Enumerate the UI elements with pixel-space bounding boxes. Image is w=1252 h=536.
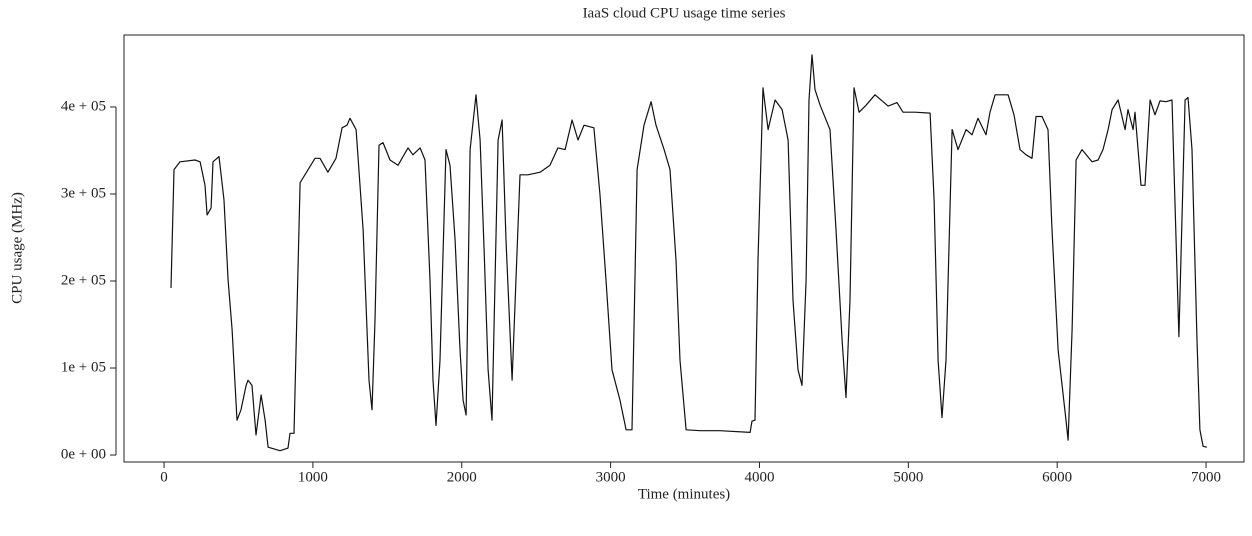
x-tick-label: 2000 [447, 469, 477, 485]
y-tick-label: 0e + 00 [61, 446, 106, 462]
y-tick-label: 4e + 05 [61, 98, 106, 114]
x-axis-label: Time (minutes) [638, 486, 730, 502]
y-axis-label: CPU usage (MHz) [9, 192, 25, 304]
x-tick-label: 5000 [893, 469, 923, 485]
y-tick-label: 1e + 05 [61, 359, 106, 375]
chart-title: IaaS cloud CPU usage time series [583, 5, 786, 21]
y-tick-label: 3e + 05 [61, 185, 106, 201]
y-tick-label: 2e + 05 [61, 272, 106, 288]
plot-frame [123, 34, 1245, 463]
x-tick-label: 4000 [744, 469, 774, 485]
x-tick-label: 3000 [596, 469, 626, 485]
line [170, 54, 1208, 452]
x-tick-label: 6000 [1042, 469, 1072, 485]
x-tick-label: 0 [160, 469, 168, 485]
x-tick-label: 7000 [1191, 469, 1221, 485]
x-tick-label: 1000 [298, 469, 328, 485]
